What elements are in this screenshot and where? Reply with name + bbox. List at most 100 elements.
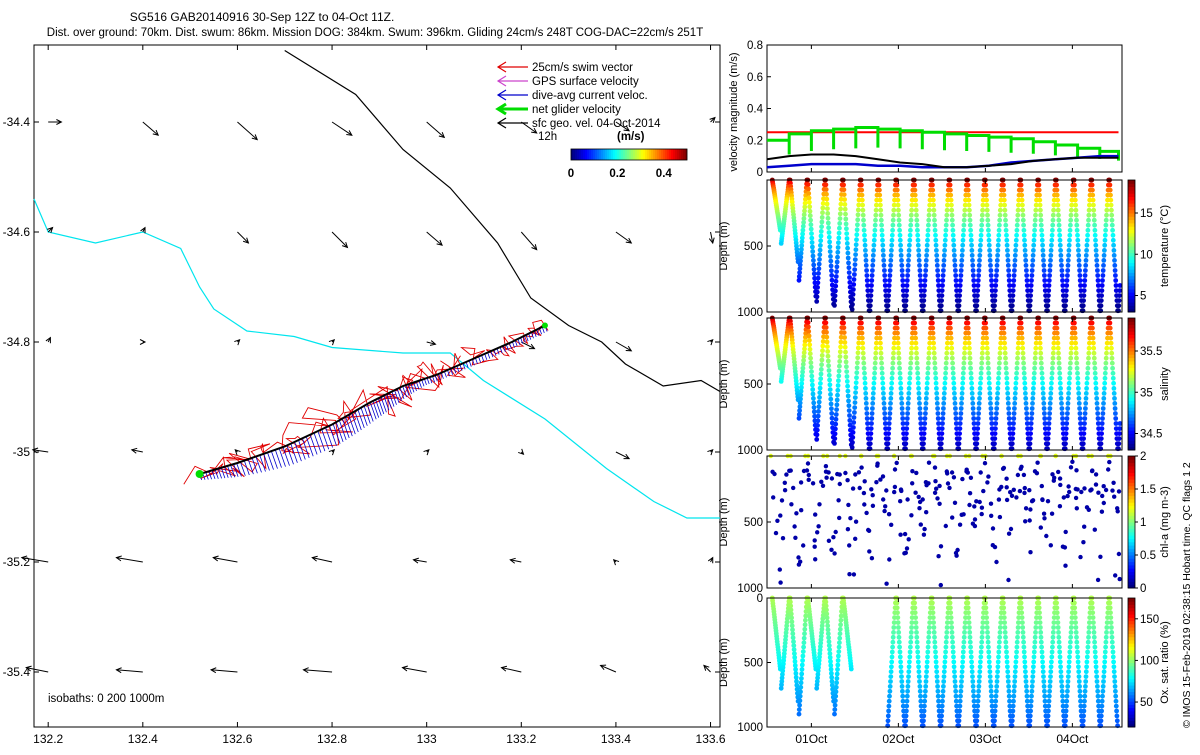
section-point [808, 355, 813, 361]
section-point [1016, 620, 1021, 625]
section-point [1022, 248, 1028, 253]
section-point [1038, 217, 1044, 223]
section-point [996, 365, 1002, 371]
section-y-tick-label: 1000 [737, 445, 763, 457]
section-point [917, 406, 923, 411]
section-point [896, 360, 902, 366]
section-point [891, 202, 897, 208]
section-point [1037, 335, 1043, 341]
section-point [1066, 659, 1072, 665]
section-point [1077, 693, 1083, 699]
section-point [969, 391, 975, 396]
section-point [1100, 411, 1106, 416]
section-point [1024, 278, 1030, 283]
section-point [1023, 674, 1029, 679]
section-point [863, 396, 869, 401]
section-point [1006, 531, 1012, 536]
section-point [1066, 484, 1071, 489]
section-point [956, 441, 962, 447]
section-point [888, 669, 894, 675]
section-point [918, 421, 924, 426]
section-point [844, 226, 849, 232]
section-point [1024, 684, 1029, 689]
section-point [850, 440, 855, 445]
section-point [1015, 625, 1021, 630]
section-point [1033, 350, 1038, 356]
section-point [870, 396, 876, 401]
section-point [1001, 192, 1007, 198]
colorbar-frame [570, 148, 688, 161]
map-x-tick-label: 133.2 [506, 732, 536, 746]
section-point [829, 682, 835, 688]
section-point [934, 396, 940, 401]
section-point [944, 625, 950, 630]
section-point [967, 355, 973, 361]
section-colorbar-swatch [1128, 393, 1135, 398]
section-point [1041, 684, 1047, 689]
geo-vector-head [623, 125, 631, 132]
section-point [961, 639, 967, 645]
section-point [1004, 237, 1010, 243]
section-colorbar-swatch [1128, 246, 1135, 250]
section-colorbar-swatch [1128, 617, 1135, 622]
section-point [900, 426, 906, 431]
section-point [1023, 506, 1029, 511]
section-point [797, 698, 803, 704]
section-point [817, 654, 822, 660]
section-colorbar-swatch [1128, 255, 1135, 260]
section-point [1091, 634, 1097, 640]
section-colorbar-title: temperature (°C) [1159, 205, 1171, 287]
geo-vector-arrow [599, 664, 617, 673]
section-point [1002, 625, 1008, 630]
section-point [969, 380, 974, 386]
section-point [913, 207, 919, 213]
section-colorbar-swatch [1128, 662, 1135, 667]
section-point [853, 519, 859, 524]
section-point [801, 644, 806, 650]
velocity-series-1 [767, 126, 1120, 161]
section-point [1092, 222, 1097, 228]
section-point [923, 684, 929, 689]
section-point [922, 288, 927, 293]
section-point [1042, 426, 1048, 431]
section-colorbar-swatch [1128, 252, 1135, 257]
section-point [841, 320, 846, 326]
section-point [978, 232, 984, 238]
section-point [900, 688, 905, 694]
section-point [829, 406, 834, 412]
velocity-y-tick-label: 0.2 [747, 135, 763, 147]
geo-vector-arrow [331, 231, 349, 249]
geo-vector-arrow [423, 449, 430, 456]
geo-vector-head [311, 555, 318, 562]
section-point [960, 237, 966, 243]
section-point [855, 350, 861, 356]
section-point [1090, 605, 1095, 611]
section-point [846, 502, 851, 508]
section-point [914, 639, 920, 645]
section-point [925, 375, 930, 381]
section-point [1002, 340, 1007, 346]
section-point [794, 682, 800, 688]
section-point [888, 401, 893, 406]
section-point [833, 684, 839, 690]
section-colorbar-swatch [1128, 347, 1135, 352]
section-point [1064, 426, 1069, 431]
section-point [1104, 630, 1109, 635]
section-point [871, 375, 877, 381]
section-point [1060, 416, 1065, 421]
section-point [1042, 421, 1048, 426]
section-point [885, 436, 891, 441]
section-point [950, 232, 956, 238]
section-point [996, 370, 1002, 376]
legend-label: dive-avg current veloc. [532, 90, 648, 102]
section-point [837, 635, 843, 641]
section-point [823, 603, 829, 609]
section-point [1017, 488, 1023, 494]
section-point [979, 222, 985, 228]
section-point [814, 289, 820, 295]
section-colorbar-swatch [1128, 531, 1135, 536]
section-point [882, 406, 887, 411]
colorbar-swatch [601, 149, 604, 160]
